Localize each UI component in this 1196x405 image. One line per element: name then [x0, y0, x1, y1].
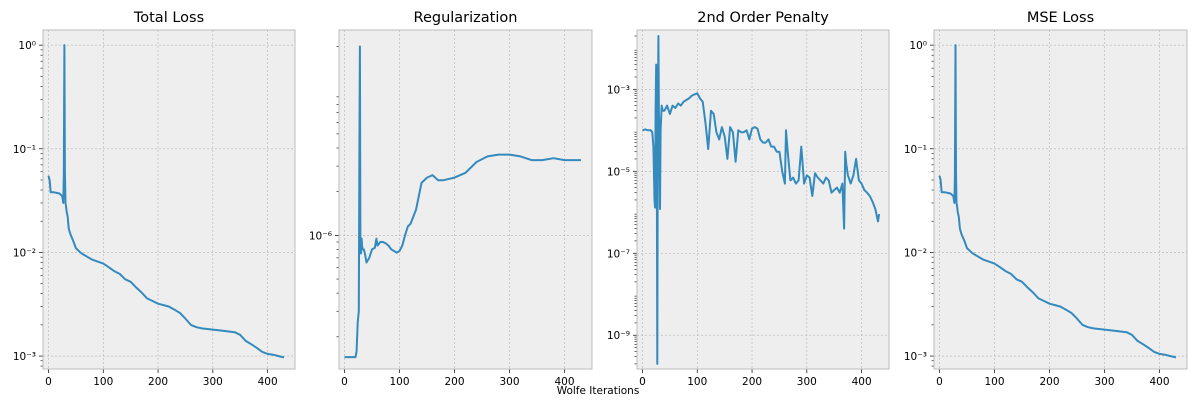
- x-tick-label: 200: [444, 376, 464, 388]
- y-tick-label: 10⁰: [909, 40, 927, 52]
- x-tick-label: 400: [258, 376, 278, 388]
- y-tick-label: 10⁰: [18, 40, 36, 52]
- y-tick-label: 10⁻²: [904, 247, 927, 259]
- y-tick-label: 10⁻³: [13, 351, 36, 363]
- x-tick-label: 100: [389, 376, 409, 388]
- x-tick-label: 100: [984, 376, 1004, 388]
- plot-area: [339, 30, 592, 369]
- x-tick-label: 300: [797, 376, 817, 388]
- panel-mse-loss: 0 100 200 300 400 10⁻³ 10⁻² 10⁻¹ 10⁰ MSE Loss: [904, 10, 1188, 388]
- x-tick-label: 0: [45, 376, 52, 388]
- series-line: [344, 45, 581, 359]
- x-tick-label: 200: [1039, 376, 1059, 388]
- y-tick-label: 10⁻³: [607, 84, 630, 96]
- series-line: [642, 35, 881, 365]
- plot-frame: [338, 29, 593, 370]
- x-tick-label: 400: [554, 376, 574, 388]
- plot-area: [43, 30, 295, 369]
- y-tick-label: 10⁻⁶: [309, 230, 332, 242]
- x-tick-label: 400: [852, 376, 872, 388]
- plot-frame: [933, 29, 1188, 370]
- y-tick-label: 10⁻⁵: [607, 166, 630, 178]
- x-tick-label: 0: [936, 376, 943, 388]
- y-tick-label: 10⁻⁹: [607, 330, 630, 342]
- x-tick-label: 0: [639, 376, 646, 388]
- panel-title: 2nd Order Penalty: [697, 10, 829, 26]
- x-tick-label: 300: [499, 376, 519, 388]
- series-line: [938, 44, 1177, 359]
- panel-total-loss: 0 100 200 300 400 10⁻³ 10⁻² 10⁻¹ 10⁰ Total Loss: [13, 10, 296, 388]
- y-tick-label: 10⁻¹: [904, 144, 927, 156]
- y-tick-label: 10⁻¹: [13, 144, 36, 156]
- panel-title: Total Loss: [133, 10, 204, 26]
- x-tick-label: 100: [93, 376, 113, 388]
- plot-area: [637, 30, 889, 369]
- x-tick-label: 200: [148, 376, 168, 388]
- x-tick-label: 0: [341, 376, 348, 388]
- x-axis-label: Wolfe Iterations: [557, 385, 640, 397]
- panel-title: MSE Loss: [1027, 10, 1094, 26]
- x-tick-label: 200: [742, 376, 762, 388]
- y-tick-label: 10⁻³: [904, 351, 927, 363]
- panel-title: Regularization: [414, 10, 518, 26]
- y-tick-label: 10⁻²: [13, 247, 36, 259]
- x-tick-label: 400: [1149, 376, 1169, 388]
- plot-area: [934, 30, 1187, 369]
- x-tick-label: 100: [687, 376, 707, 388]
- series-line: [47, 44, 285, 359]
- plot-frame: [42, 29, 296, 370]
- panel-regularization: 0 100 200 300 400 10⁻⁶ Regularization: [309, 10, 593, 388]
- y-tick-label: 10⁻⁷: [607, 248, 630, 260]
- x-tick-label: 300: [1094, 376, 1114, 388]
- plot-frame: [636, 29, 890, 370]
- x-tick-label: 300: [203, 376, 223, 388]
- panel-2nd-order-penalty: 0 100 200 300 400 10⁻⁹ 10⁻⁷ 10⁻⁵ 10⁻³ 2nd Order P…: [607, 10, 890, 388]
